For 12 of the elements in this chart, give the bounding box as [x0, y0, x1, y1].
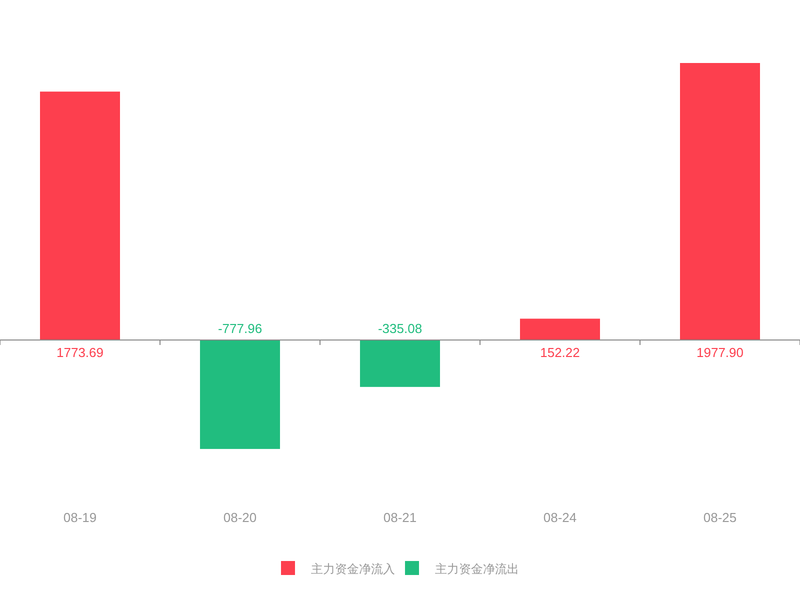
x-tick-label: 08-25 [703, 510, 737, 525]
value-label: -335.08 [378, 321, 422, 336]
x-tick-label: 08-21 [383, 510, 417, 525]
x-tick-label: 08-20 [223, 510, 257, 525]
x-tick-label: 08-24 [543, 510, 577, 525]
legend-label: 主力资金净流出 [435, 562, 519, 576]
value-label: 1977.90 [696, 345, 744, 360]
x-tick-label: 08-19 [63, 510, 97, 525]
legend-label: 主力资金净流入 [311, 562, 395, 576]
value-label: 1773.69 [56, 345, 104, 360]
value-label: -777.96 [218, 321, 262, 336]
value-label: 152.22 [540, 345, 580, 360]
